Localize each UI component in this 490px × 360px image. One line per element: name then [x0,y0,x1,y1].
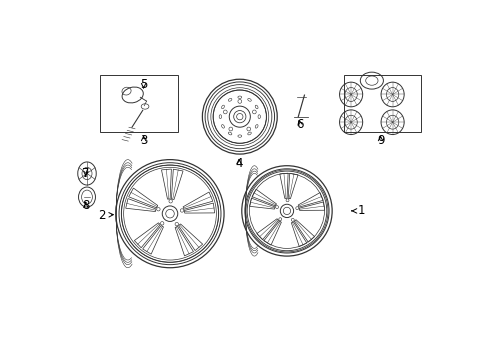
Text: 8: 8 [82,199,90,212]
Text: 4: 4 [235,157,243,170]
Text: 7: 7 [82,167,90,180]
Bar [343,75,421,132]
Text: 6: 6 [296,118,304,131]
Text: 5: 5 [140,78,147,91]
Text: 9: 9 [377,134,384,147]
Bar [100,75,177,132]
Text: 3: 3 [140,134,147,147]
Text: 2: 2 [98,208,113,221]
Text: 1: 1 [352,204,365,217]
